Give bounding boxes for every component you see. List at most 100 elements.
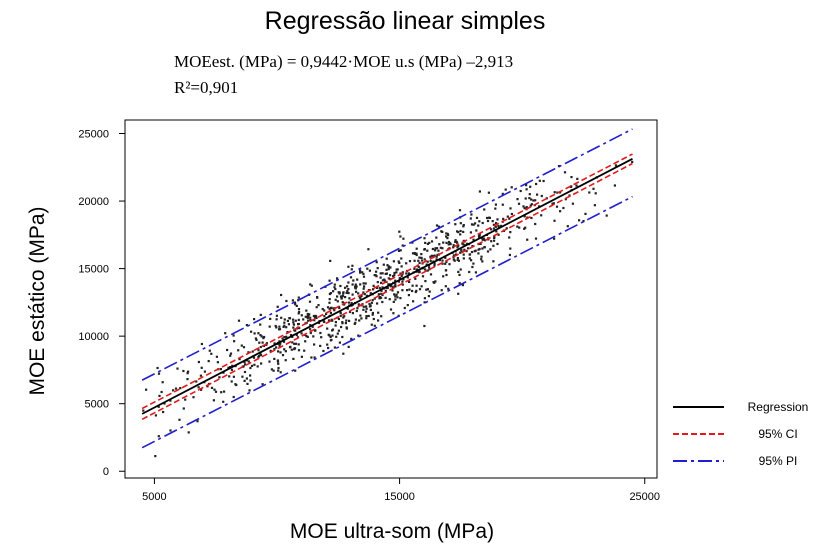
data-point xyxy=(452,246,455,249)
data-point xyxy=(556,191,559,194)
data-point xyxy=(305,309,308,312)
data-point xyxy=(276,305,279,308)
data-point xyxy=(400,257,403,260)
data-point xyxy=(213,388,216,391)
data-point xyxy=(584,212,587,215)
x-tick-label: 25000 xyxy=(629,491,660,503)
data-point xyxy=(294,303,297,306)
data-point xyxy=(397,260,400,263)
data-point xyxy=(220,391,223,394)
data-point xyxy=(317,304,320,307)
data-point xyxy=(285,335,288,338)
data-point xyxy=(229,354,232,357)
data-point xyxy=(352,279,355,282)
data-point xyxy=(398,261,401,264)
data-point xyxy=(245,377,248,380)
data-point xyxy=(375,261,378,264)
data-point xyxy=(516,225,519,228)
data-point xyxy=(295,304,298,307)
data-point xyxy=(242,365,245,368)
data-point xyxy=(478,220,481,223)
data-point xyxy=(420,256,423,259)
data-point xyxy=(445,235,448,238)
data-point xyxy=(455,253,458,256)
data-point xyxy=(434,280,437,283)
data-point xyxy=(332,307,335,310)
data-point xyxy=(452,258,455,261)
95-pi-line-lower xyxy=(141,195,633,449)
data-point xyxy=(228,375,231,378)
data-point xyxy=(292,326,295,329)
data-point xyxy=(438,259,441,262)
data-point xyxy=(401,271,404,274)
data-point xyxy=(492,223,495,226)
data-point xyxy=(359,283,362,286)
data-point xyxy=(307,314,310,317)
data-point xyxy=(481,247,484,250)
data-point xyxy=(278,325,281,328)
data-point xyxy=(256,365,259,368)
data-point xyxy=(436,253,439,256)
data-point xyxy=(417,266,420,269)
data-point xyxy=(365,305,368,308)
data-point xyxy=(389,274,392,277)
data-point xyxy=(418,261,421,265)
data-point xyxy=(510,186,513,189)
data-point xyxy=(459,251,462,254)
data-point xyxy=(462,253,465,256)
data-point xyxy=(346,285,349,288)
data-point xyxy=(418,288,422,291)
data-point xyxy=(338,291,341,294)
data-point xyxy=(505,227,508,230)
data-point xyxy=(358,319,361,322)
data-point xyxy=(232,375,235,378)
data-point xyxy=(366,267,369,270)
data-point xyxy=(462,230,465,233)
data-point xyxy=(347,265,350,268)
data-point xyxy=(315,306,318,309)
data-point xyxy=(178,418,181,421)
scatter-points xyxy=(142,160,634,458)
data-point xyxy=(439,246,442,249)
data-point xyxy=(339,312,342,315)
data-point xyxy=(395,268,398,271)
data-point xyxy=(331,334,334,337)
data-point xyxy=(396,291,400,294)
data-point xyxy=(457,270,460,273)
data-point xyxy=(448,263,451,266)
data-point xyxy=(273,347,276,351)
data-point xyxy=(291,299,294,302)
data-point xyxy=(317,321,321,325)
data-point xyxy=(523,207,526,210)
data-point xyxy=(381,293,384,297)
data-point xyxy=(342,291,345,294)
data-point xyxy=(282,325,285,328)
data-point xyxy=(344,286,347,289)
data-point xyxy=(457,259,460,262)
data-point xyxy=(384,289,387,292)
regression-equation: MOEest. (MPa) = 0,9442·MOE u.s (MPa) –2,… xyxy=(174,52,513,71)
data-point xyxy=(308,300,312,303)
data-point xyxy=(336,300,339,303)
data-point xyxy=(250,364,254,367)
data-point xyxy=(413,252,416,255)
data-point xyxy=(487,191,490,194)
data-point xyxy=(361,271,364,274)
data-point xyxy=(339,314,342,318)
data-point xyxy=(517,202,521,205)
data-point xyxy=(403,306,406,310)
data-point xyxy=(363,293,366,296)
data-point xyxy=(362,275,366,278)
data-point xyxy=(308,313,311,316)
data-point xyxy=(433,264,436,267)
data-point xyxy=(328,301,331,304)
data-point xyxy=(480,258,483,261)
data-point xyxy=(407,294,410,297)
data-point xyxy=(460,248,463,251)
data-point xyxy=(334,321,337,324)
data-point xyxy=(297,322,300,326)
data-point xyxy=(252,356,256,359)
data-point xyxy=(467,247,470,250)
data-point xyxy=(398,230,401,233)
data-point xyxy=(415,284,418,287)
